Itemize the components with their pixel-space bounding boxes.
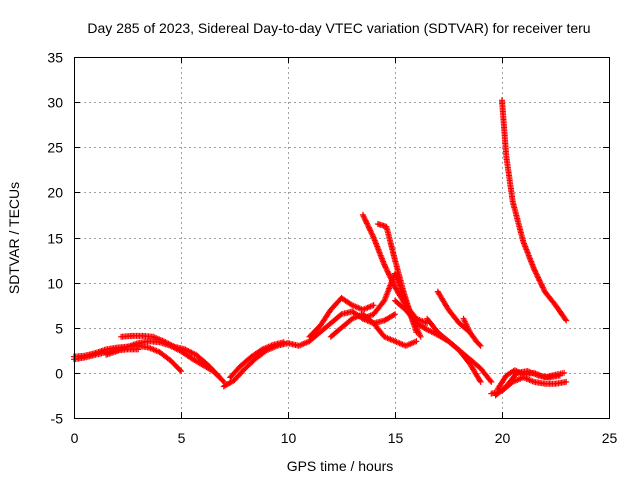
series-markers xyxy=(494,367,568,393)
series-markers xyxy=(227,339,287,381)
x-tick-label: 10 xyxy=(281,430,297,446)
series-arc8 xyxy=(306,295,377,340)
y-tick-label: 15 xyxy=(47,231,63,247)
series-arc16 xyxy=(460,315,484,349)
series-arc4 xyxy=(103,338,223,381)
axis-ticks: 0 5 10 15 20 25 -5 0 5 10 15 20 25 30 35 xyxy=(47,50,617,447)
series-arc20 xyxy=(499,97,570,324)
series-arc6 xyxy=(227,339,287,381)
y-tick-label: 35 xyxy=(47,50,63,66)
series-trace xyxy=(330,313,417,347)
y-tick-label: 10 xyxy=(47,276,63,292)
series-markers xyxy=(499,97,570,324)
series-arc3 xyxy=(118,332,227,385)
series-markers xyxy=(460,315,484,349)
x-tick-label: 25 xyxy=(602,430,618,446)
x-tick-label: 0 xyxy=(71,430,79,446)
series-arc14 xyxy=(424,315,484,385)
series-arc19 xyxy=(494,367,568,393)
data-series xyxy=(71,97,570,399)
x-tick-label: 5 xyxy=(178,430,186,446)
x-tick-label: 15 xyxy=(388,430,404,446)
series-markers xyxy=(424,315,484,385)
y-tick-label: -5 xyxy=(51,411,64,427)
y-tick-label: 25 xyxy=(47,140,63,156)
y-tick-label: 5 xyxy=(55,321,63,337)
series-arc5 xyxy=(220,340,291,390)
series-markers xyxy=(306,295,377,340)
y-axis-label: SDTVAR / TECUs xyxy=(6,182,22,294)
x-tick-label: 20 xyxy=(495,430,511,446)
series-markers xyxy=(220,340,291,390)
y-tick-label: 30 xyxy=(47,95,63,111)
grid xyxy=(74,57,609,418)
series-markers xyxy=(118,332,227,385)
y-tick-label: 0 xyxy=(55,366,63,382)
series-markers xyxy=(103,338,223,381)
x-axis-label: GPS time / hours xyxy=(287,458,394,474)
chart-title: Day 285 of 2023, Sidereal Day-to-day VTE… xyxy=(87,20,590,36)
y-tick-label: 20 xyxy=(47,185,63,201)
series-trace xyxy=(501,100,567,321)
